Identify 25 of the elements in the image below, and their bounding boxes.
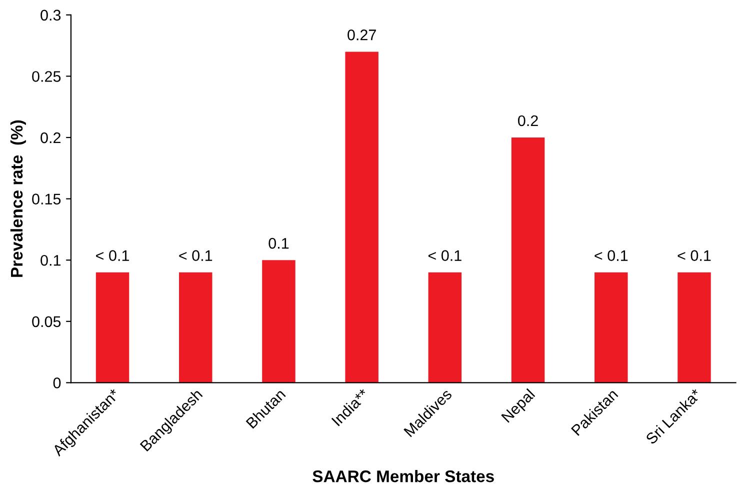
y-tick-label: 0.1 (40, 254, 60, 266)
data-label: < 0.1 (96, 250, 129, 262)
y-tick-label: 0.3 (40, 10, 61, 21)
data-label: < 0.1 (428, 250, 462, 262)
bar (345, 52, 378, 383)
bar (678, 272, 711, 383)
data-label: < 0.1 (179, 250, 212, 262)
bar (96, 272, 130, 383)
y-tick-label: 0 (53, 378, 61, 388)
bar (594, 272, 628, 383)
data-label: < 0.1 (594, 250, 628, 262)
bar (428, 272, 462, 383)
bar (511, 138, 545, 383)
bar (179, 272, 212, 383)
data-label: 0.27 (348, 30, 376, 40)
data-label: < 0.1 (678, 250, 711, 262)
y-tick-label: 0.25 (32, 71, 61, 82)
x-axis-title: SAARC Member States (312, 470, 494, 482)
y-axis-title: Prevalence rate (%) (10, 120, 26, 277)
bar (262, 260, 296, 383)
y-tick-label: 0.2 (40, 132, 60, 144)
data-label: 0.2 (518, 115, 538, 126)
data-label: 0.1 (268, 238, 289, 249)
y-tick-label: 0.15 (32, 194, 61, 204)
y-tick-label: 0.05 (32, 316, 61, 328)
